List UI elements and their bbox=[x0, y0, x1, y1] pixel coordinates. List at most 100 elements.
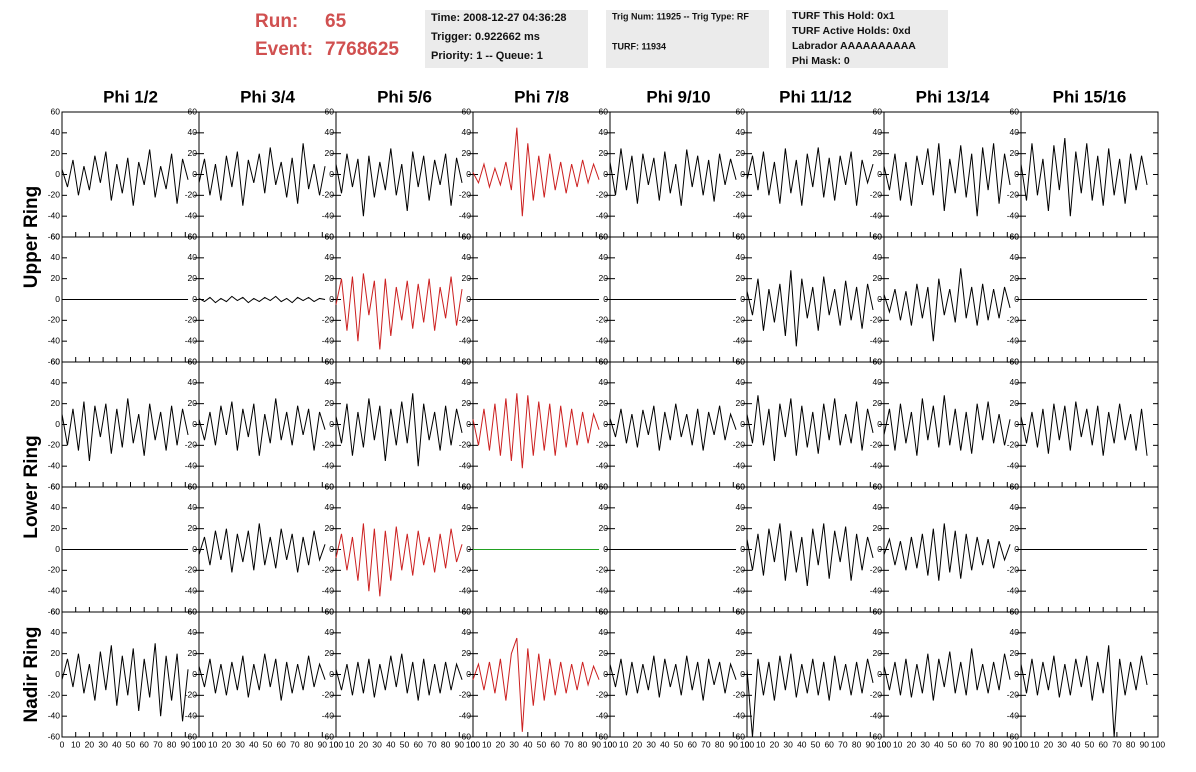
column-title: Phi 7/8 bbox=[514, 87, 569, 106]
info-line: TURF: 11934 bbox=[612, 41, 666, 51]
y-tick-label: 40 bbox=[51, 502, 61, 512]
y-tick-label: 0 bbox=[55, 544, 60, 554]
y-tick-label: 40 bbox=[1010, 252, 1020, 262]
y-tick-label: 0 bbox=[603, 294, 608, 304]
y-tick-label: -60 bbox=[48, 731, 61, 741]
y-tick-label: 0 bbox=[55, 419, 60, 429]
waveform bbox=[61, 149, 189, 206]
y-tick-label: -60 bbox=[48, 356, 61, 366]
column-title: Phi 1/2 bbox=[103, 87, 158, 106]
y-tick-label: -60 bbox=[870, 731, 883, 741]
y-tick-label: 60 bbox=[1010, 481, 1020, 491]
y-tick-label: 20 bbox=[325, 523, 335, 533]
y-tick-label: -40 bbox=[870, 210, 883, 220]
y-tick-label: -20 bbox=[322, 440, 335, 450]
y-tick-label: -60 bbox=[48, 481, 61, 491]
y-tick-label: 60 bbox=[462, 106, 472, 116]
y-tick-label: 60 bbox=[188, 606, 198, 616]
waveform bbox=[883, 523, 1011, 581]
y-tick-label: 40 bbox=[188, 502, 198, 512]
y-tick-label: 40 bbox=[599, 377, 609, 387]
y-tick-label: 60 bbox=[325, 356, 335, 366]
y-tick-label: 0 bbox=[1014, 669, 1019, 679]
y-tick-label: -40 bbox=[322, 335, 335, 345]
y-tick-label: 60 bbox=[188, 356, 198, 366]
y-tick-label: 20 bbox=[873, 273, 883, 283]
y-tick-label: -20 bbox=[596, 315, 609, 325]
y-tick-label: 40 bbox=[599, 627, 609, 637]
info-box bbox=[786, 10, 948, 68]
x-tick-label: 50 bbox=[400, 739, 410, 749]
x-tick-label: 50 bbox=[811, 739, 821, 749]
y-tick-label: 60 bbox=[1010, 231, 1020, 241]
y-tick-label: -20 bbox=[48, 690, 61, 700]
x-tick-label: 0 bbox=[471, 739, 476, 749]
y-tick-label: -60 bbox=[322, 356, 335, 366]
y-tick-label: 60 bbox=[462, 481, 472, 491]
y-tick-label: -60 bbox=[870, 231, 883, 241]
y-tick-label: 60 bbox=[188, 481, 198, 491]
y-tick-label: 60 bbox=[325, 106, 335, 116]
y-tick-label: 40 bbox=[462, 627, 472, 637]
y-tick-label: 0 bbox=[55, 294, 60, 304]
x-tick-label: 0 bbox=[1019, 739, 1024, 749]
y-tick-label: -40 bbox=[733, 460, 746, 470]
y-tick-label: 20 bbox=[51, 523, 61, 533]
x-tick-label: 30 bbox=[1057, 739, 1067, 749]
y-tick-label: 20 bbox=[599, 398, 609, 408]
y-tick-label: 20 bbox=[325, 648, 335, 658]
y-tick-label: -20 bbox=[596, 440, 609, 450]
y-tick-label: 0 bbox=[740, 544, 745, 554]
y-tick-label: 60 bbox=[51, 606, 61, 616]
info-line: Time: 2008-12-27 04:36:28 bbox=[431, 12, 567, 24]
x-tick-label: 80 bbox=[989, 739, 999, 749]
y-tick-label: -60 bbox=[1007, 606, 1020, 616]
y-tick-label: 60 bbox=[325, 606, 335, 616]
y-tick-label: 60 bbox=[51, 231, 61, 241]
x-tick-label: 90 bbox=[455, 739, 465, 749]
x-tick-label: 100 bbox=[1014, 739, 1028, 749]
x-tick-label: 70 bbox=[290, 739, 300, 749]
y-tick-label: -60 bbox=[322, 731, 335, 741]
y-tick-label: -40 bbox=[596, 460, 609, 470]
y-tick-label: 0 bbox=[55, 169, 60, 179]
y-tick-label: -40 bbox=[459, 335, 472, 345]
waveform bbox=[883, 648, 1011, 701]
y-tick-label: -40 bbox=[733, 710, 746, 720]
y-tick-label: 40 bbox=[188, 252, 198, 262]
y-tick-label: 40 bbox=[1010, 127, 1020, 137]
y-tick-label: 60 bbox=[51, 356, 61, 366]
panel-frame bbox=[198, 611, 337, 738]
x-tick-label: 90 bbox=[1003, 739, 1013, 749]
y-tick-label: 20 bbox=[462, 273, 472, 283]
x-tick-label: 70 bbox=[564, 739, 574, 749]
y-tick-label: 0 bbox=[740, 419, 745, 429]
y-tick-label: 20 bbox=[1010, 648, 1020, 658]
y-tick-label: -60 bbox=[459, 231, 472, 241]
y-tick-label: -60 bbox=[596, 606, 609, 616]
info-line: Trig Num: 11925 -- Trig Type: RF bbox=[612, 11, 749, 21]
y-tick-label: -20 bbox=[733, 690, 746, 700]
info-box bbox=[425, 10, 588, 68]
waveform bbox=[746, 147, 874, 206]
y-tick-label: 40 bbox=[736, 252, 746, 262]
x-tick-label: 60 bbox=[824, 739, 834, 749]
y-tick-label: -60 bbox=[322, 481, 335, 491]
info-line: TURF This Hold: 0x1 bbox=[792, 10, 895, 22]
waveform bbox=[609, 148, 737, 206]
y-tick-label: 60 bbox=[325, 231, 335, 241]
x-tick-label: 40 bbox=[934, 739, 944, 749]
x-tick-label: 30 bbox=[920, 739, 930, 749]
x-tick-label: 20 bbox=[359, 739, 369, 749]
y-tick-label: 40 bbox=[51, 127, 61, 137]
y-tick-label: -20 bbox=[459, 690, 472, 700]
y-tick-label: 0 bbox=[740, 294, 745, 304]
y-tick-label: 60 bbox=[599, 356, 609, 366]
x-tick-label: 90 bbox=[181, 739, 191, 749]
y-tick-label: 20 bbox=[188, 523, 198, 533]
y-tick-label: -20 bbox=[733, 190, 746, 200]
y-tick-label: -20 bbox=[870, 690, 883, 700]
y-tick-label: 60 bbox=[599, 481, 609, 491]
x-tick-label: 50 bbox=[263, 739, 273, 749]
x-tick-label: 60 bbox=[1098, 739, 1108, 749]
